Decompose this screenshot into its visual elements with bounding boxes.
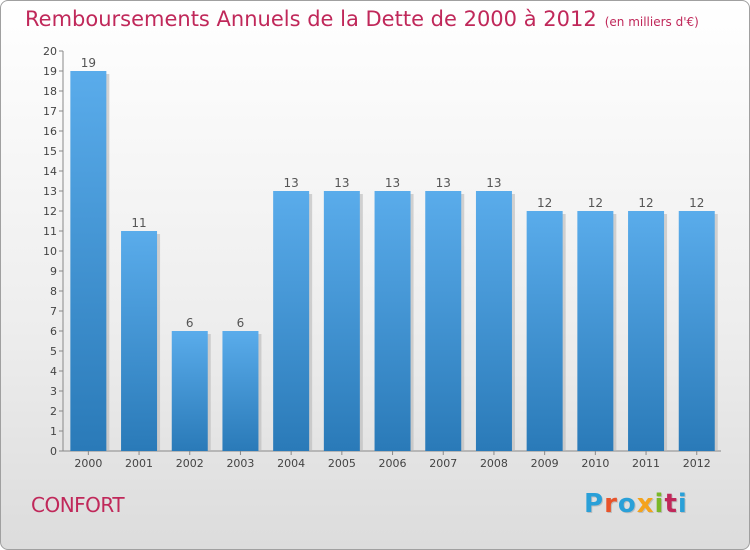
data-label: 13	[385, 176, 400, 190]
y-tick-label: 0	[50, 445, 57, 458]
y-tick-label: 11	[43, 225, 57, 238]
x-tick-label: 2005	[328, 457, 356, 470]
y-tick-label: 16	[43, 125, 57, 138]
y-tick-label: 15	[43, 145, 57, 158]
y-tick-label: 4	[50, 365, 57, 378]
commune-name: CONFORT	[31, 493, 125, 517]
chart-title: Remboursements Annuels de la Dette de 20…	[25, 7, 699, 31]
y-tick-label: 20	[43, 45, 57, 58]
x-tick-label: 2012	[683, 457, 711, 470]
bar	[526, 211, 563, 451]
y-tick-label: 1	[50, 425, 57, 438]
y-tick-label: 12	[43, 205, 57, 218]
x-tick-label: 2007	[429, 457, 457, 470]
x-tick-label: 2011	[632, 457, 660, 470]
x-tick-label: 2010	[581, 457, 609, 470]
chart-title-text: Remboursements Annuels de la Dette de 20…	[25, 7, 597, 31]
data-label: 13	[334, 176, 349, 190]
y-tick-label: 6	[50, 325, 57, 338]
data-label: 12	[588, 196, 603, 210]
x-tick-label: 2003	[226, 457, 254, 470]
bar	[273, 191, 310, 451]
data-label: 13	[486, 176, 501, 190]
proxiti-logo: Proxiti	[584, 489, 688, 519]
x-tick-label: 2008	[480, 457, 508, 470]
x-tick-label: 2000	[74, 457, 102, 470]
y-tick-label: 7	[50, 305, 57, 318]
y-tick-label: 9	[50, 265, 57, 278]
y-tick-label: 5	[50, 345, 57, 358]
logo-letter: t	[664, 489, 678, 519]
bar	[475, 191, 512, 451]
bar	[628, 211, 665, 451]
logo-letter: P	[584, 489, 605, 519]
data-label: 19	[81, 56, 96, 70]
y-tick-label: 18	[43, 85, 57, 98]
data-label: 12	[537, 196, 552, 210]
y-tick-label: 14	[43, 165, 57, 178]
logo-letter: x	[636, 489, 655, 519]
x-tick-label: 2002	[176, 457, 204, 470]
data-label: 13	[436, 176, 451, 190]
data-label: 6	[237, 316, 245, 330]
chart-unit: (en milliers d'€)	[604, 15, 699, 29]
logo-letter: i	[677, 489, 688, 519]
bar	[577, 211, 614, 451]
logo-letter: r	[604, 489, 618, 519]
x-tick-label: 2009	[531, 457, 559, 470]
y-tick-label: 10	[43, 245, 57, 258]
bar	[70, 71, 107, 451]
data-label: 6	[186, 316, 194, 330]
bar	[323, 191, 360, 451]
data-label: 11	[131, 216, 146, 230]
data-label: 12	[638, 196, 653, 210]
y-tick-label: 19	[43, 65, 57, 78]
y-tick-label: 2	[50, 405, 57, 418]
y-tick-label: 8	[50, 285, 57, 298]
bar	[425, 191, 462, 451]
x-tick-label: 2004	[277, 457, 305, 470]
data-label: 13	[284, 176, 299, 190]
bar	[171, 331, 208, 451]
y-tick-label: 17	[43, 105, 57, 118]
data-label: 12	[689, 196, 704, 210]
x-tick-label: 2001	[125, 457, 153, 470]
y-tick-label: 3	[50, 385, 57, 398]
logo-letter: o	[617, 489, 637, 519]
bar	[121, 231, 158, 451]
bar	[222, 331, 259, 451]
x-tick-label: 2006	[379, 457, 407, 470]
bar	[678, 211, 715, 451]
logo-letter: i	[654, 489, 665, 519]
bar	[374, 191, 411, 451]
y-tick-label: 13	[43, 185, 57, 198]
